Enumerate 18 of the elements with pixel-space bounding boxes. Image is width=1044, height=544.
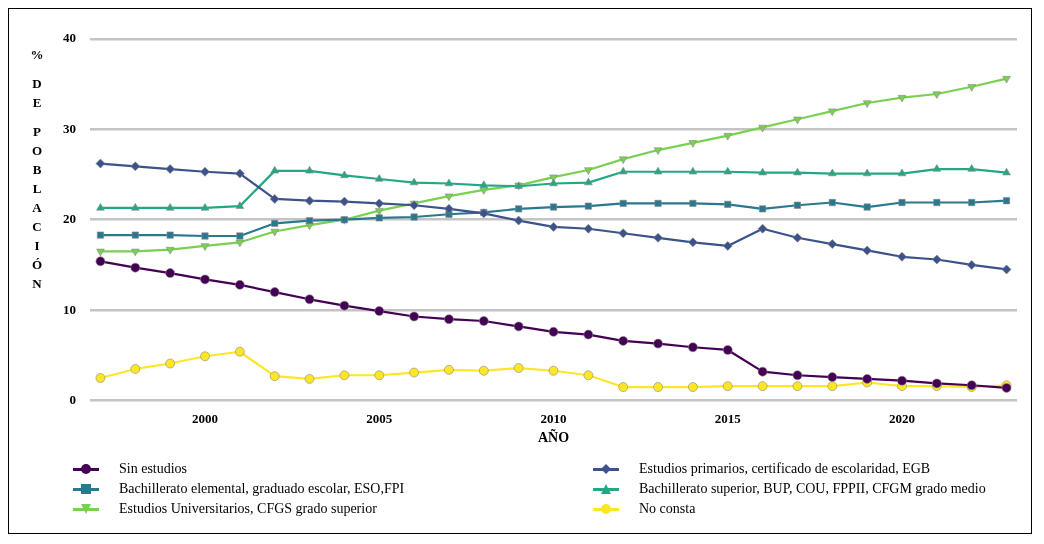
x-tick-label: 2000 xyxy=(192,410,218,426)
y-tick-label: 0 xyxy=(69,391,76,407)
x-tick-label: 2010 xyxy=(540,410,567,426)
legend-label: Bachillerato elemental, graduado escolar, ESO,FPI xyxy=(119,481,405,497)
x-tick-label: 2005 xyxy=(366,410,393,426)
legend-label: Bachillerato superior, BUP, COU, FPPII, CFGM grado medio xyxy=(639,481,986,497)
legend-label: Estudios primarios, certificado de escolaridad, EGB xyxy=(639,461,931,477)
x-tick-label: 2015 xyxy=(714,410,742,426)
x-axis-title: AÑO xyxy=(537,428,570,446)
y-tick-label: 10 xyxy=(63,301,76,317)
legend-label: No consta xyxy=(639,501,696,517)
text: % DE POBLACIÓN xyxy=(30,47,44,291)
y-tick-label: 30 xyxy=(63,120,76,136)
y-tick-label: 20 xyxy=(63,211,76,227)
legend-label: Sin estudios xyxy=(119,461,188,477)
x-tick-label: 2020 xyxy=(889,410,915,426)
y-tick-label: 40 xyxy=(63,30,76,46)
legend-label: Estudios Universitarios, CFGS grado superior xyxy=(119,501,377,517)
